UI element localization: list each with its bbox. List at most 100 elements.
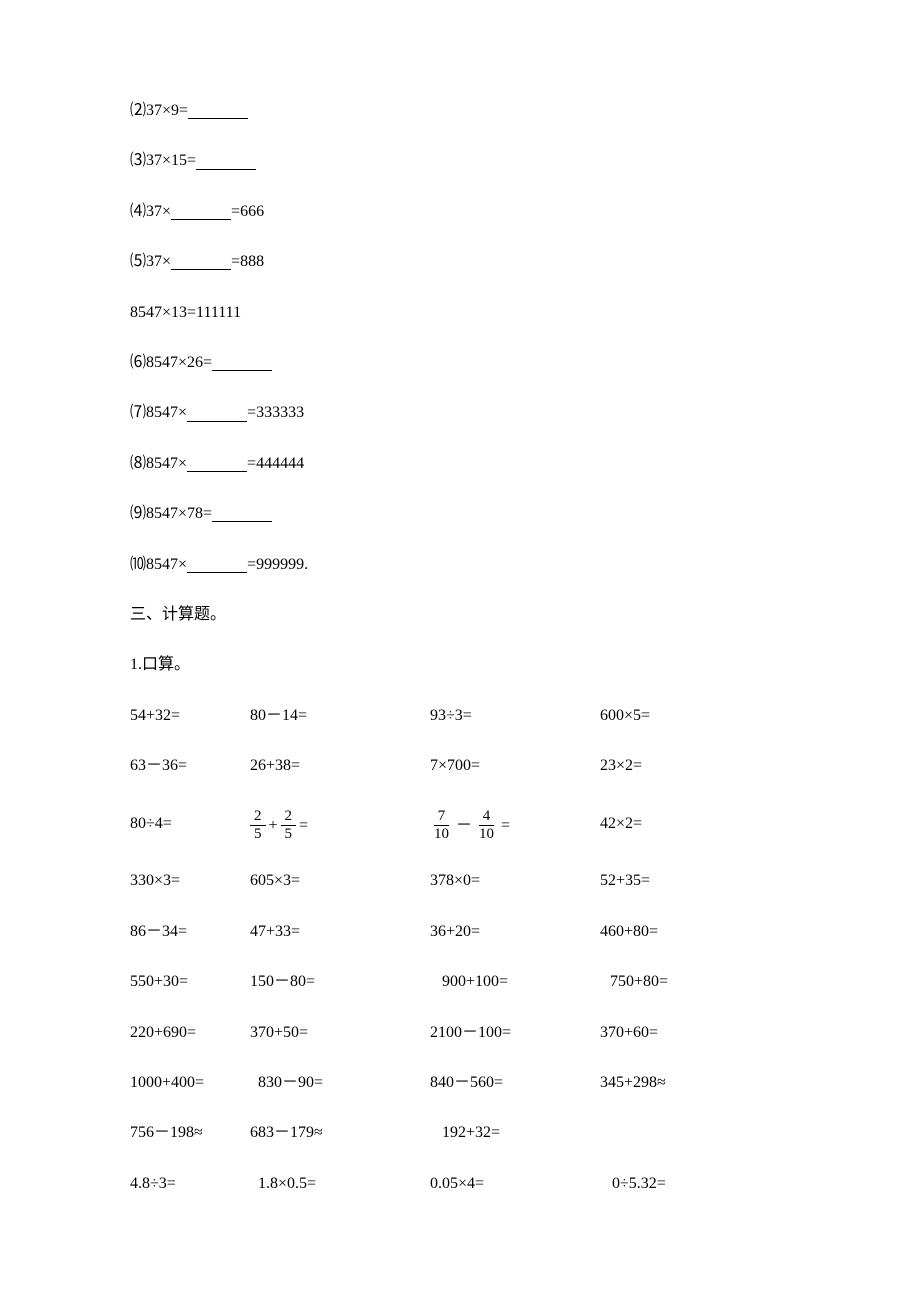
blank-field[interactable]	[187, 557, 247, 573]
calc-text: 4.8÷3=	[130, 1175, 176, 1192]
calc-text: 550+30=	[130, 973, 188, 990]
calc-cell: 460+80=	[600, 921, 658, 943]
calc-row: 54+32= 80－14= 93÷3= 600×5=	[130, 705, 790, 727]
calc-text: 80－14=	[250, 707, 307, 724]
eq-line: ⑺8547×=333333	[130, 402, 790, 424]
fraction: 7 10	[430, 809, 453, 842]
calc-text: 330×3=	[130, 872, 180, 889]
eq-label: ⑷	[130, 201, 146, 223]
blank-field[interactable]	[196, 154, 256, 170]
fraction-eq: =	[299, 815, 308, 837]
eq-group-1: ⑵37×9= ⑶37×15= ⑷37×=666 ⑸37×=888	[130, 100, 790, 274]
calc-text: 370+60=	[600, 1024, 658, 1041]
calc-text: 220+690=	[130, 1024, 196, 1041]
plain-text: 8547×13=111111	[130, 302, 241, 324]
eq-line: ⑶37×15=	[130, 150, 790, 172]
calc-cell: 7 10 － 4 10 =	[430, 805, 600, 842]
blank-field[interactable]	[212, 506, 272, 522]
eq-line: ⑸37×=888	[130, 251, 790, 273]
calc-cell: 1000+400=	[130, 1072, 250, 1094]
calc-cell: 63－36=	[130, 755, 250, 777]
calc-text: 42×2=	[600, 815, 642, 832]
calc-row: 330×3= 605×3= 378×0= 52+35=	[130, 870, 790, 892]
section-3-text: 三、计算题。	[130, 606, 226, 623]
eq-tail: =333333	[247, 402, 304, 424]
calc-cell: 0.05×4=	[430, 1173, 600, 1195]
calc-cell: 54+32=	[130, 705, 250, 727]
blank-field[interactable]	[171, 254, 231, 270]
eq-label: ⑵	[130, 100, 146, 122]
calc-cell: 0÷5.32=	[600, 1173, 666, 1195]
calc-text: 47+33=	[250, 923, 300, 940]
calc-cell: 600×5=	[600, 705, 650, 727]
fraction-num: 2	[250, 809, 266, 826]
blank-field[interactable]	[187, 406, 247, 422]
calc-text: 900+100=	[430, 973, 508, 990]
calc-text: 1.8×0.5=	[250, 1175, 316, 1192]
calc-cell: 900+100=	[430, 971, 600, 993]
fraction-num: 4	[479, 809, 495, 826]
calc-text: 26+38=	[250, 757, 300, 774]
calc-cell: 1.8×0.5=	[250, 1173, 430, 1195]
calc-cell: 7×700=	[430, 755, 600, 777]
calc-row: 86－34= 47+33= 36+20= 460+80=	[130, 921, 790, 943]
eq-expr: 8547×26=	[146, 352, 212, 374]
blank-field[interactable]	[212, 355, 272, 371]
eq-tail: =999999.	[247, 554, 308, 576]
calc-row: 1000+400= 830－90= 840－560= 345+298≈	[130, 1072, 790, 1094]
calc-cell: 192+32=	[430, 1122, 600, 1144]
calc-cell: 2100－100=	[430, 1022, 600, 1044]
calc-cell: 36+20=	[430, 921, 600, 943]
eq-line: ⑹8547×26=	[130, 352, 790, 374]
calc-text: 7×700=	[430, 757, 480, 774]
blank-field[interactable]	[188, 103, 248, 119]
calc-text: 52+35=	[600, 872, 650, 889]
calc-row: 4.8÷3= 1.8×0.5= 0.05×4= 0÷5.32=	[130, 1173, 790, 1195]
eq-expr: 37×15=	[146, 150, 196, 172]
calc-row-fraction: 80÷4= 2 5 + 2 5 = 7 10 － 4 10 =	[130, 805, 790, 842]
calc-cell: 93÷3=	[430, 705, 600, 727]
fraction-num: 7	[434, 809, 450, 826]
fraction-den: 5	[250, 826, 266, 842]
calc-cell: 42×2=	[600, 813, 642, 835]
calc-row: 756－198≈ 683－179≈ 192+32=	[130, 1122, 790, 1144]
eq-tail: =888	[231, 251, 264, 273]
eq-expr: 8547×	[146, 402, 187, 424]
calc-text: 600×5=	[600, 707, 650, 724]
calc-text: 1000+400=	[130, 1074, 204, 1091]
eq-expr: 8547×78=	[146, 503, 212, 525]
blank-field[interactable]	[171, 204, 231, 220]
eq-label: ⑽	[130, 554, 146, 576]
calc-cell: 4.8÷3=	[130, 1173, 250, 1195]
calc-row: 63－36= 26+38= 7×700= 23×2=	[130, 755, 790, 777]
calc-text: 150－80=	[250, 973, 315, 990]
calc-text: 345+298≈	[600, 1074, 666, 1091]
calc-text: 0.05×4=	[430, 1175, 484, 1192]
blank-field[interactable]	[187, 456, 247, 472]
calc-cell: 840－560=	[430, 1072, 600, 1094]
calc-cell: 830－90=	[250, 1072, 430, 1094]
fraction-den: 5	[281, 826, 297, 842]
calc-text: 460+80=	[600, 923, 658, 940]
eq-line: ⑽8547×=999999.	[130, 554, 790, 576]
calc-cell: 370+50=	[250, 1022, 430, 1044]
calc-text: 2100－100=	[430, 1024, 511, 1041]
calc-text: 23×2=	[600, 757, 642, 774]
calc-text: 830－90=	[250, 1074, 323, 1091]
eq-line: ⑵37×9=	[130, 100, 790, 122]
calc-cell: 52+35=	[600, 870, 650, 892]
eq-expr: 8547×	[146, 453, 187, 475]
calc-cell: 550+30=	[130, 971, 250, 993]
eq-expr: 37×	[146, 251, 171, 273]
eq-label: ⑶	[130, 150, 146, 172]
calc-cell: 756－198≈	[130, 1122, 250, 1144]
eq-tail: =666	[231, 201, 264, 223]
eq-line: ⑻8547×=444444	[130, 453, 790, 475]
calc-cell: 605×3=	[250, 870, 430, 892]
calc-cell: 80－14=	[250, 705, 430, 727]
fraction-eq: =	[501, 815, 510, 837]
calc-text: 756－198≈	[130, 1124, 203, 1141]
plain-equation: 8547×13=111111	[130, 302, 790, 324]
eq-label: ⑻	[130, 453, 146, 475]
sub-1-text: 1.口算。	[130, 656, 190, 673]
